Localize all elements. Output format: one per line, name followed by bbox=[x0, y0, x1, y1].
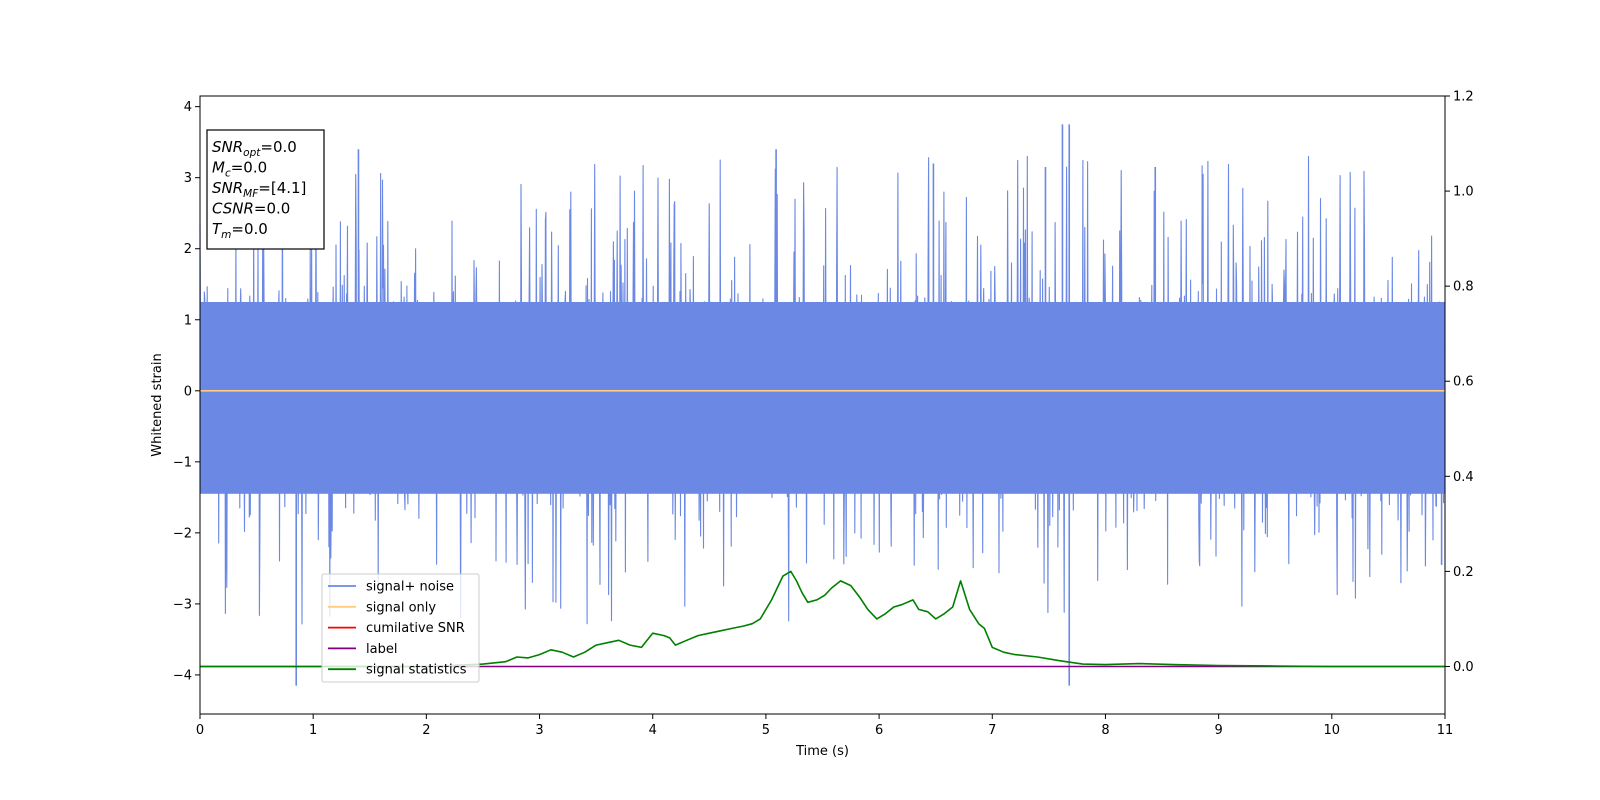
x-tick-label: 3 bbox=[535, 723, 543, 738]
y-left-tick-label: 1 bbox=[184, 313, 192, 328]
y-right-tick-label: 0.8 bbox=[1453, 280, 1474, 295]
x-tick-label: 0 bbox=[196, 723, 204, 738]
x-tick-label: 4 bbox=[649, 723, 657, 738]
annotation-line: Mc=0.0 bbox=[212, 159, 267, 180]
legend-frame bbox=[321, 573, 480, 683]
annotation-line: SNRopt=0.0 bbox=[212, 138, 297, 159]
x-tick-label: 2 bbox=[422, 723, 430, 738]
x-tick-label: 7 bbox=[988, 723, 996, 738]
x-tick-label: 1 bbox=[309, 723, 317, 738]
y-axis-label: Whitened strain bbox=[150, 353, 165, 456]
y-axis-right: 0.0 0.2 0.4 0.6 0.8 1.0 1.2 bbox=[1445, 90, 1474, 675]
x-tick-label: 8 bbox=[1101, 723, 1109, 738]
legend-label: cumilative SNR bbox=[366, 621, 465, 636]
signal-noise-core-band bbox=[200, 302, 1445, 494]
annotation-frame bbox=[206, 129, 325, 250]
legend-label: signal+ noise bbox=[366, 580, 454, 595]
y-right-tick-label: 0.2 bbox=[1453, 565, 1474, 580]
y-right-tick-label: 0.4 bbox=[1453, 470, 1474, 485]
legend: signal+ noise signal only cumilative SNR la… bbox=[321, 573, 480, 683]
y-left-tick-label: 0 bbox=[184, 384, 192, 399]
y-left-tick-label: 3 bbox=[184, 171, 192, 186]
legend-label: label bbox=[366, 642, 397, 657]
y-right-tick-label: 1.2 bbox=[1453, 90, 1474, 105]
plot-frame bbox=[199, 95, 1446, 715]
y-left-tick-label: −4 bbox=[173, 668, 192, 683]
annotation-line: SNRMF=[4.1] bbox=[212, 179, 306, 200]
x-tick-label: 9 bbox=[1214, 723, 1222, 738]
signal-statistics-line bbox=[200, 570, 1445, 668]
annotation-line: CSNR=0.0 bbox=[212, 200, 290, 218]
x-tick-label: 6 bbox=[875, 723, 883, 738]
y-left-tick-label: 4 bbox=[184, 100, 192, 115]
x-tick-label: 5 bbox=[762, 723, 770, 738]
annotation-line: Tm=0.0 bbox=[212, 220, 268, 241]
x-tick-label: 10 bbox=[1324, 723, 1341, 738]
y-axis-left: −4 −3 −2 −1 0 1 2 3 4 bbox=[173, 100, 200, 683]
legend-label: signal statistics bbox=[366, 663, 467, 678]
y-left-tick-label: 2 bbox=[184, 242, 192, 257]
y-right-tick-label: 1.0 bbox=[1453, 185, 1474, 200]
noise-series bbox=[199, 124, 1446, 686]
y-right-tick-label: 0.0 bbox=[1453, 660, 1474, 675]
y-left-tick-label: −2 bbox=[173, 526, 192, 541]
x-tick-label: 11 bbox=[1437, 723, 1454, 738]
x-axis: 0 1 2 3 4 5 6 7 8 9 10 11 bbox=[196, 714, 1453, 738]
y-left-tick-label: −1 bbox=[173, 455, 192, 470]
y-left-tick-label: −3 bbox=[173, 597, 192, 612]
x-axis-label: Time (s) bbox=[795, 744, 849, 759]
legend-label: signal only bbox=[366, 600, 436, 615]
y-right-tick-label: 0.6 bbox=[1453, 375, 1474, 390]
